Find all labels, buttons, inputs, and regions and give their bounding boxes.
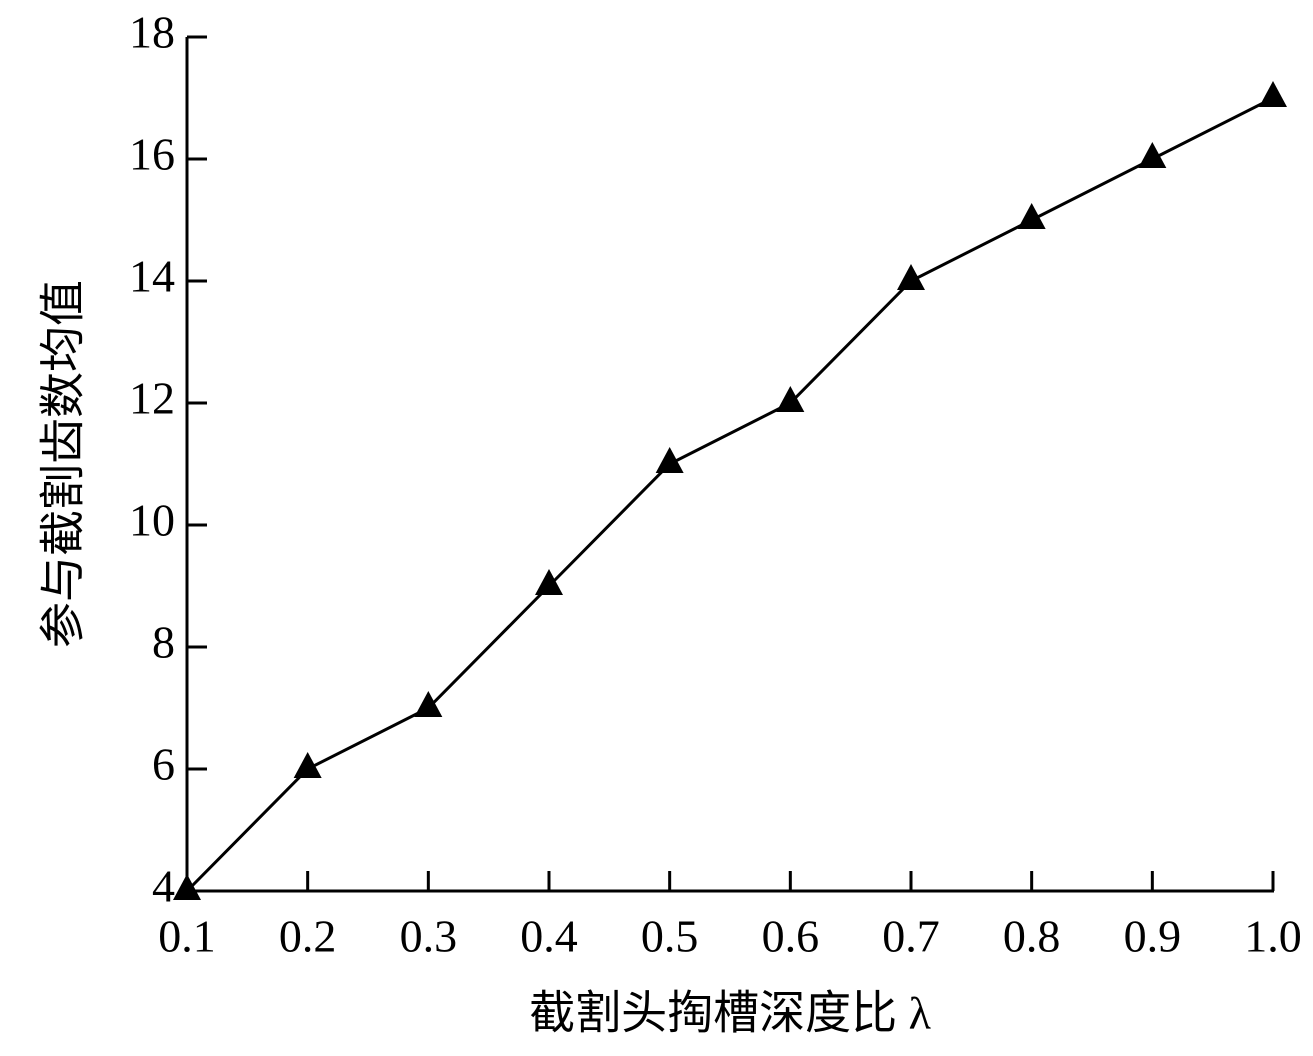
x-tick-label: 1.0: [1244, 911, 1302, 962]
marker: [1017, 203, 1046, 229]
x-tick-label: 0.4: [520, 911, 578, 962]
x-tick-label: 0.3: [400, 911, 458, 962]
x-tick-label: 0.7: [882, 911, 940, 962]
y-tick-label: 14: [129, 251, 175, 302]
marker: [293, 752, 322, 778]
y-tick-label: 8: [152, 617, 175, 668]
y-tick-label: 12: [129, 373, 175, 424]
x-axis-label: 截割头掏槽深度比 λ: [529, 988, 932, 1039]
marker: [535, 569, 563, 595]
marker: [414, 691, 443, 717]
y-tick-label: 16: [129, 129, 175, 180]
x-tick-label: 0.2: [279, 911, 337, 962]
marker: [655, 447, 684, 473]
y-tick-label: 10: [129, 495, 175, 546]
marker: [173, 874, 201, 900]
data-line: [185, 96, 1274, 893]
x-tick-label: 0.5: [641, 911, 699, 962]
marker: [897, 264, 925, 290]
x-tick-label: 0.8: [1003, 911, 1061, 962]
y-tick-label: 6: [152, 739, 175, 790]
x-tick-label: 0.6: [762, 911, 820, 962]
marker: [1259, 81, 1287, 107]
x-tick-label: 0.1: [158, 911, 216, 962]
y-tick-label: 4: [152, 861, 175, 912]
marker: [1138, 142, 1167, 168]
y-tick-label: 18: [129, 7, 175, 58]
y-axis-label: 参与截割齿数均值: [38, 280, 89, 648]
x-tick-label: 0.9: [1124, 911, 1182, 962]
marker: [776, 386, 805, 412]
